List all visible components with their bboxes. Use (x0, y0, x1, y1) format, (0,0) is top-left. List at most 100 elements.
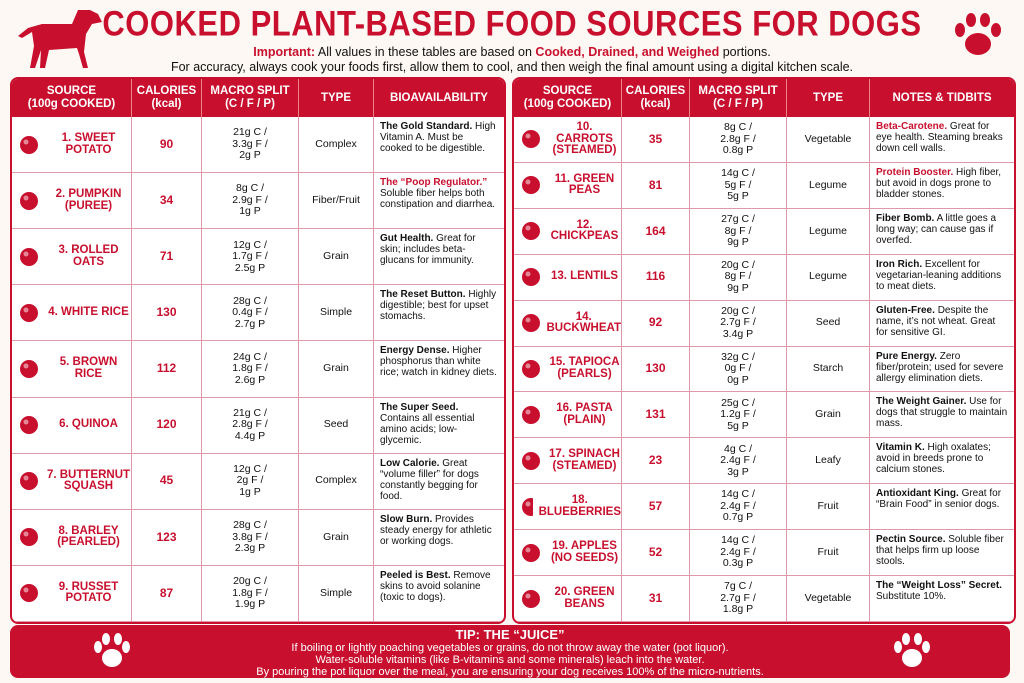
food-icon (522, 543, 540, 562)
macro-line: 0.4g F / (232, 306, 268, 319)
header-line: (100g COOKED) (27, 98, 116, 110)
source-line: 5. BROWN RICE (59, 356, 118, 380)
subtitle-text: portions. (722, 45, 771, 59)
source-line: PEAS (568, 184, 601, 197)
source-line: (NO SEEDS) (550, 551, 619, 564)
food-icon (20, 359, 38, 378)
column-header: MACRO SPLIT (C / F / P) (202, 79, 299, 117)
type: Complex (299, 117, 374, 174)
source-line: POTATO (65, 143, 112, 156)
note-cell: Beta-Carotene. Great for eye health. Ste… (870, 117, 1014, 163)
note-lead: Low Calorie. (380, 457, 440, 469)
type: Grain (787, 392, 870, 439)
note-cell: Gut Health. Great for skin; includes bet… (374, 229, 504, 286)
note-lead: The “Poop Regulator.” (380, 177, 488, 189)
macro-line: 3.3g F / (232, 137, 268, 150)
macro-line: 5g P (727, 190, 749, 203)
food-icon (522, 405, 540, 424)
source-name: 3. ROLLED OATS (46, 245, 131, 268)
subtitle-text: All values in these tables are based on (317, 45, 532, 59)
note-cell: Low Calorie. Great “volume filler” for d… (374, 454, 504, 510)
macro-line: 2.5g P (234, 261, 266, 274)
source-cell: 20. GREEN BEANS (514, 576, 622, 622)
type: Starch (787, 346, 870, 393)
macro-line: 2g P (239, 149, 261, 162)
source-line: (PUREE) (64, 199, 113, 212)
source-line: 2. PUMPKIN (55, 188, 122, 201)
macro-line: 2.4g F / (720, 454, 756, 467)
macro-line: 1.8g F / (232, 586, 268, 599)
macro-line: 14g C / (721, 488, 755, 501)
type: Seed (299, 397, 374, 454)
note-lead: Antioxidant King. (876, 488, 959, 500)
note-cell: Antioxidant King. Great for “Brain Food”… (870, 484, 1014, 531)
macro-line: 0g F / (724, 362, 752, 375)
calories: 123 (132, 509, 202, 566)
macro-cell: 21g C /3.3g F /2g P (202, 117, 299, 174)
note-lead: The Reset Button. (380, 289, 466, 301)
note-lead: Gut Health. (380, 233, 434, 245)
note-cell: Protein Booster. High fiber, but avoid i… (870, 163, 1014, 209)
source-line: 20. GREEN (554, 586, 615, 599)
dog-icon (18, 10, 102, 68)
type: Fruit (787, 484, 870, 531)
macro-line: 1.9g P (234, 598, 266, 611)
food-icon (522, 176, 540, 195)
food-icon (522, 268, 540, 287)
macro-line: 2.3g P (234, 542, 266, 555)
food-icon (20, 247, 38, 266)
note-text: Zero fiber/protein; used for severe alle… (876, 350, 1004, 384)
source-cell: 9. RUSSET POTATO (12, 565, 132, 622)
macro-line: 2.7g F / (720, 316, 756, 329)
food-icon (522, 359, 540, 378)
note-lead: Energy Dense. (380, 345, 450, 357)
macro-line: 0.3g P (722, 557, 754, 570)
macro-line: 32g C / (721, 350, 755, 363)
macro-line: 8g C / (723, 121, 752, 134)
macro-cell: 14g C /2.4g F /0.7g P (690, 484, 787, 531)
source-cell: 3. ROLLED OATS (12, 229, 132, 286)
note-cell: The “Weight Loss” Secret. Substitute 10%… (870, 576, 1014, 622)
macro-line: 1.8g F / (232, 362, 268, 375)
source-line: 16. PASTA (556, 402, 613, 415)
source-cell: 14. BUCKWHEAT (514, 300, 622, 347)
source-cell: 10. CARROTS (STEAMED) (514, 117, 622, 163)
source-name: 12. CHICKPEAS (548, 219, 621, 243)
header-line: SOURCE (46, 85, 97, 97)
note-cell: Fiber Bomb. A little goes a long way; ca… (870, 209, 1014, 255)
source-line: (PEARLS) (557, 367, 612, 380)
macro-line: 20g C / (233, 575, 267, 588)
macro-line: 2.8g F / (232, 418, 268, 431)
calories: 92 (622, 300, 690, 347)
source-cell: 11. GREEN PEAS (514, 162, 622, 209)
note-cell: Iron Rich. Excellent for vegetarian-lean… (870, 255, 1014, 301)
note-cell: The Reset Button. Highly digestible; bes… (374, 285, 504, 342)
macro-line: 8g F / (724, 224, 752, 237)
source-line: 1. SWEET (61, 132, 116, 145)
source-line: SQUASH (63, 480, 114, 493)
source-name: 13. LENTILS (548, 271, 621, 283)
column-header: BIOAVAILABILITY (374, 79, 504, 117)
source-name: 11. GREEN PEAS (548, 173, 621, 197)
macro-line: 21g C / (233, 126, 267, 139)
macro-line: 28g C / (233, 519, 267, 532)
note-lead: The Super Seed. (380, 401, 459, 413)
macro-line: 7g C / (723, 580, 752, 593)
macro-line: 1.2g F / (720, 408, 756, 421)
note-text: Remove skins to avoid solanine (toxic to… (380, 569, 491, 603)
calories: 52 (622, 530, 690, 577)
calories: 130 (132, 285, 202, 342)
note-lead: Peeled is Best. (380, 569, 451, 581)
column-header: SOURCE (100g COOKED) (12, 79, 132, 117)
macro-line: 14g C / (721, 167, 755, 180)
calories: 81 (622, 162, 690, 209)
note-cell: The Super Seed. Contains all essential a… (374, 398, 504, 454)
column-header: CALORIES (kcal) (622, 79, 690, 117)
macro-line: 1g P (239, 485, 261, 498)
macro-cell: 25g C /1.2g F /5g P (690, 392, 787, 439)
type: Fruit (787, 530, 870, 577)
source-cell: 1. SWEET POTATO (12, 117, 132, 174)
header-line: CALORIES (625, 85, 686, 97)
note-cell: The “Poop Regulator.” Soluble fiber help… (374, 173, 504, 230)
macro-line: 9g P (727, 236, 749, 249)
